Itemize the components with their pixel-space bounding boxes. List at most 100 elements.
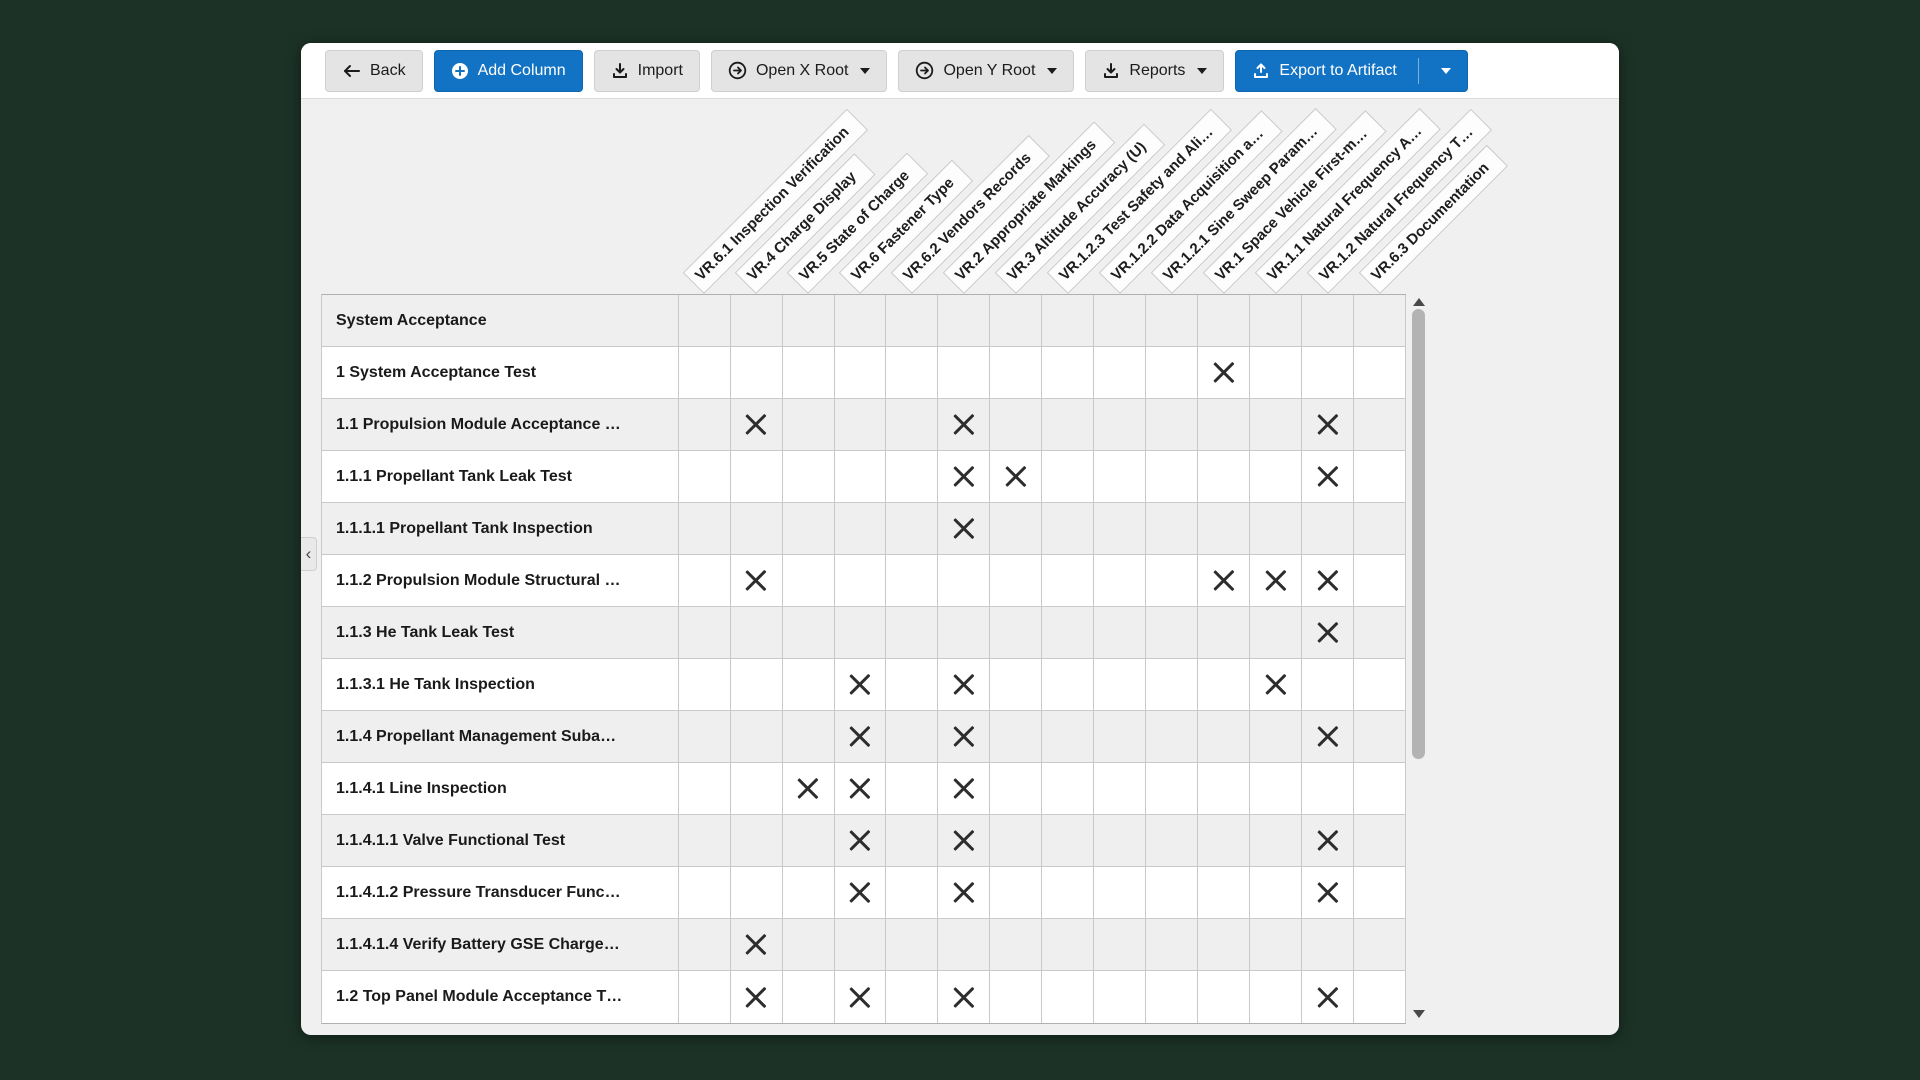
matrix-cell[interactable] bbox=[835, 295, 887, 346]
caret-down-icon[interactable] bbox=[1440, 67, 1451, 74]
matrix-cell[interactable] bbox=[783, 347, 835, 398]
matrix-cell[interactable] bbox=[679, 555, 731, 606]
matrix-cell[interactable] bbox=[1198, 867, 1251, 918]
matrix-cell[interactable] bbox=[1146, 451, 1199, 502]
matrix-cell[interactable] bbox=[1302, 451, 1355, 502]
matrix-cell[interactable] bbox=[886, 971, 939, 1023]
matrix-cell[interactable] bbox=[1250, 971, 1303, 1023]
matrix-cell[interactable] bbox=[1042, 971, 1095, 1023]
matrix-cell[interactable] bbox=[1094, 451, 1147, 502]
matrix-cell[interactable] bbox=[990, 711, 1043, 762]
matrix-cell[interactable] bbox=[990, 607, 1043, 658]
matrix-cell[interactable] bbox=[679, 607, 731, 658]
matrix-cell[interactable] bbox=[1198, 295, 1251, 346]
matrix-cell[interactable] bbox=[1302, 815, 1355, 866]
matrix-cell[interactable] bbox=[679, 659, 731, 710]
matrix-cell[interactable] bbox=[1250, 399, 1303, 450]
matrix-cell[interactable] bbox=[783, 711, 835, 762]
matrix-cell[interactable] bbox=[886, 347, 939, 398]
vertical-scrollbar[interactable] bbox=[1410, 294, 1427, 1022]
matrix-cell[interactable] bbox=[938, 555, 991, 606]
matrix-cell[interactable] bbox=[938, 971, 991, 1023]
matrix-cell[interactable] bbox=[938, 659, 991, 710]
matrix-cell[interactable] bbox=[1042, 815, 1095, 866]
matrix-cell[interactable] bbox=[1354, 971, 1407, 1023]
matrix-cell[interactable] bbox=[1250, 867, 1303, 918]
matrix-cell[interactable] bbox=[938, 919, 991, 970]
collapse-panel-handle[interactable]: ‹ bbox=[301, 537, 317, 571]
matrix-cell[interactable] bbox=[1094, 763, 1147, 814]
matrix-cell[interactable] bbox=[679, 867, 731, 918]
matrix-cell[interactable] bbox=[731, 919, 783, 970]
matrix-cell[interactable] bbox=[783, 555, 835, 606]
matrix-cell[interactable] bbox=[1146, 815, 1199, 866]
matrix-cell[interactable] bbox=[1354, 503, 1407, 554]
matrix-cell[interactable] bbox=[886, 295, 939, 346]
matrix-cell[interactable] bbox=[679, 503, 731, 554]
matrix-cell[interactable] bbox=[1302, 347, 1355, 398]
matrix-cell[interactable] bbox=[731, 451, 783, 502]
matrix-cell[interactable] bbox=[990, 659, 1043, 710]
matrix-cell[interactable] bbox=[938, 451, 991, 502]
matrix-cell[interactable] bbox=[990, 867, 1043, 918]
matrix-cell[interactable] bbox=[835, 451, 887, 502]
matrix-cell[interactable] bbox=[1042, 503, 1095, 554]
matrix-cell[interactable] bbox=[1146, 503, 1199, 554]
matrix-cell[interactable] bbox=[1146, 295, 1199, 346]
row-label[interactable]: 1.1.4.1.2 Pressure Transducer Func… bbox=[322, 867, 679, 918]
matrix-cell[interactable] bbox=[835, 971, 887, 1023]
matrix-cell[interactable] bbox=[1146, 971, 1199, 1023]
matrix-cell[interactable] bbox=[1302, 971, 1355, 1023]
matrix-cell[interactable] bbox=[886, 711, 939, 762]
matrix-cell[interactable] bbox=[1354, 867, 1407, 918]
matrix-cell[interactable] bbox=[1354, 451, 1407, 502]
matrix-cell[interactable] bbox=[1250, 607, 1303, 658]
matrix-cell[interactable] bbox=[1094, 815, 1147, 866]
matrix-cell[interactable] bbox=[1042, 295, 1095, 346]
matrix-cell[interactable] bbox=[990, 347, 1043, 398]
matrix-cell[interactable] bbox=[1094, 971, 1147, 1023]
row-label[interactable]: System Acceptance bbox=[322, 295, 679, 346]
matrix-cell[interactable] bbox=[1198, 659, 1251, 710]
matrix-cell[interactable] bbox=[1354, 815, 1407, 866]
matrix-cell[interactable] bbox=[1354, 659, 1407, 710]
matrix-cell[interactable] bbox=[1250, 711, 1303, 762]
matrix-cell[interactable] bbox=[679, 815, 731, 866]
matrix-cell[interactable] bbox=[783, 659, 835, 710]
matrix-cell[interactable] bbox=[1146, 347, 1199, 398]
matrix-cell[interactable] bbox=[886, 867, 939, 918]
matrix-cell[interactable] bbox=[1302, 607, 1355, 658]
matrix-cell[interactable] bbox=[783, 399, 835, 450]
matrix-cell[interactable] bbox=[1250, 555, 1303, 606]
matrix-cell[interactable] bbox=[1198, 503, 1251, 554]
matrix-cell[interactable] bbox=[1094, 919, 1147, 970]
matrix-cell[interactable] bbox=[1198, 607, 1251, 658]
matrix-cell[interactable] bbox=[783, 867, 835, 918]
matrix-cell[interactable] bbox=[1354, 399, 1407, 450]
matrix-cell[interactable] bbox=[1250, 295, 1303, 346]
matrix-cell[interactable] bbox=[1302, 763, 1355, 814]
matrix-cell[interactable] bbox=[1094, 867, 1147, 918]
matrix-cell[interactable] bbox=[1250, 815, 1303, 866]
row-label[interactable]: 1.1.4.1 Line Inspection bbox=[322, 763, 679, 814]
matrix-cell[interactable] bbox=[783, 607, 835, 658]
matrix-cell[interactable] bbox=[1042, 555, 1095, 606]
matrix-cell[interactable] bbox=[731, 659, 783, 710]
scroll-down-button[interactable] bbox=[1410, 1006, 1427, 1022]
row-label[interactable]: 1.1.2 Propulsion Module Structural … bbox=[322, 555, 679, 606]
row-label[interactable]: 1.1.1.1 Propellant Tank Inspection bbox=[322, 503, 679, 554]
matrix-cell[interactable] bbox=[1354, 555, 1407, 606]
matrix-cell[interactable] bbox=[886, 399, 939, 450]
matrix-cell[interactable] bbox=[886, 503, 939, 554]
matrix-cell[interactable] bbox=[679, 347, 731, 398]
matrix-cell[interactable] bbox=[783, 763, 835, 814]
matrix-cell[interactable] bbox=[835, 711, 887, 762]
matrix-cell[interactable] bbox=[835, 503, 887, 554]
matrix-cell[interactable] bbox=[1146, 919, 1199, 970]
matrix-cell[interactable] bbox=[731, 607, 783, 658]
matrix-cell[interactable] bbox=[1198, 919, 1251, 970]
matrix-cell[interactable] bbox=[1094, 607, 1147, 658]
matrix-cell[interactable] bbox=[1094, 295, 1147, 346]
matrix-cell[interactable] bbox=[731, 815, 783, 866]
matrix-cell[interactable] bbox=[783, 295, 835, 346]
